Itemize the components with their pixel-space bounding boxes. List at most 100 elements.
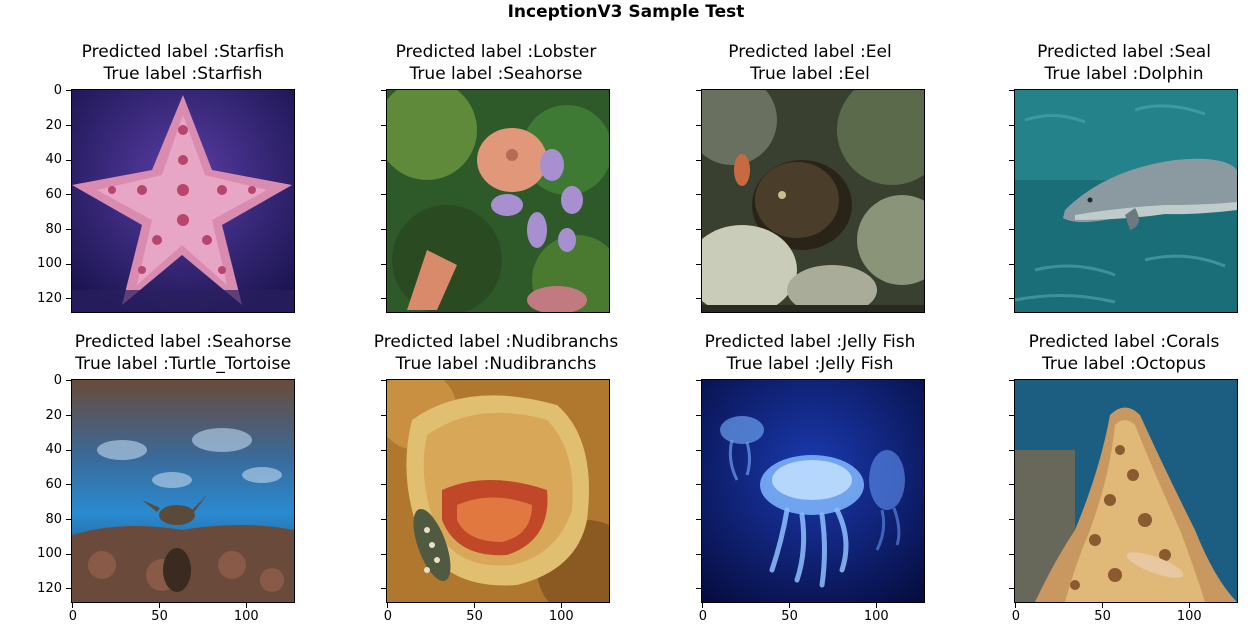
panel-8-ytick (1009, 588, 1014, 590)
panel-7-xtick (789, 603, 791, 608)
panel-8-xtick-label: 100 (1176, 609, 1202, 624)
panel-6-image (386, 379, 610, 603)
panel-7-xtick-label: 50 (781, 609, 798, 624)
panel-1-ytick-label: 120 (37, 290, 62, 306)
jellyfish-photo (702, 380, 924, 602)
panel-6-ytick (381, 449, 386, 451)
panel-2-title: Predicted label :Lobster True label :Sea… (336, 41, 656, 85)
panel-1-ytick-label: 80 (45, 221, 62, 237)
panel-3-predicted: Predicted label :Eel (728, 42, 892, 62)
panel-3-ytick (696, 229, 701, 231)
panel-1-ytick-label: 60 (45, 186, 62, 202)
panel-8-title: Predicted label :Corals True label :Octo… (964, 331, 1252, 375)
panel-6-xtick (387, 603, 389, 608)
panel-5-true: True label :Turtle_Tortoise (75, 354, 291, 374)
nudibranch-photo (387, 380, 609, 602)
panel-2-ytick (381, 159, 386, 161)
panel-2-ytick (381, 194, 386, 196)
panel-5-ytick (66, 519, 71, 521)
panel-4-image (1014, 89, 1238, 313)
panel-5-ytick (66, 484, 71, 486)
panel-5-ytick (66, 449, 71, 451)
panel-6-predicted: Predicted label :Nudibranchs (373, 332, 619, 352)
panel-3-ytick (696, 263, 701, 265)
panel-4-ytick (1009, 125, 1014, 127)
panel-8-xtick-label: 50 (1094, 609, 1111, 624)
panel-5-xtick-label: 0 (68, 609, 77, 624)
panel-3-title: Predicted label :Eel True label :Eel (650, 41, 970, 85)
panel-3-ytick (696, 159, 701, 161)
panel-8-xtick (1015, 603, 1017, 608)
panel-5-ytick (66, 380, 71, 382)
panel-4-ytick (1009, 90, 1014, 92)
panel-6-ytick (381, 519, 386, 521)
panel-5-ytick (66, 588, 71, 590)
panel-8-ytick (1009, 415, 1014, 417)
dolphin-photo (1015, 90, 1237, 312)
panel-7-ytick (696, 519, 701, 521)
panel-6-ytick (381, 553, 386, 555)
panel-7-ytick (696, 484, 701, 486)
panel-1-predicted: Predicted label :Starfish (81, 42, 285, 62)
panel-4-ytick (1009, 159, 1014, 161)
panel-1-ytick (66, 298, 71, 300)
panel-2-ytick (381, 125, 386, 127)
panel-5-ytick (66, 415, 71, 417)
panel-6-xtick-label: 0 (383, 609, 392, 624)
panel-5-ytick-label: 100 (37, 546, 62, 562)
panel-6-xtick-label: 50 (466, 609, 483, 624)
panel-1-ytick (66, 263, 71, 265)
underwater-turtle-photo (72, 380, 294, 602)
panel-5-xtick-label: 50 (151, 609, 168, 624)
panel-4-predicted: Predicted label :Seal (1037, 42, 1211, 62)
panel-2-true: True label :Seahorse (409, 64, 583, 84)
panel-8-ytick (1009, 449, 1014, 451)
panel-8-xtick (1188, 603, 1190, 608)
panel-7-predicted: Predicted label :Jelly Fish (704, 332, 916, 352)
panel-5-image (71, 379, 295, 603)
panel-5-ytick-label: 20 (45, 407, 62, 423)
octopus-photo (1015, 380, 1237, 602)
panel-5-ytick-label: 120 (37, 580, 62, 596)
panel-7-ytick (696, 588, 701, 590)
panel-6-title: Predicted label :Nudibranchs True label … (336, 331, 656, 375)
panel-1-ytick (66, 159, 71, 161)
panel-5-ytick (66, 553, 71, 555)
panel-1-title: Predicted label :Starfish True label :St… (23, 41, 343, 85)
panel-4-ytick (1009, 194, 1014, 196)
panel-5-predicted: Predicted label :Seahorse (74, 332, 292, 352)
panel-6-ytick (381, 380, 386, 382)
panel-2-ytick (381, 298, 386, 300)
panel-5-xtick (72, 603, 74, 608)
panel-2-ytick (381, 90, 386, 92)
panel-1-ytick-label: 0 (53, 82, 62, 98)
panel-5-ytick-label: 0 (53, 372, 62, 388)
panel-5-ytick-label: 40 (45, 442, 62, 458)
panel-8-xtick-label: 0 (1011, 609, 1020, 624)
panel-3-true: True label :Eel (750, 64, 870, 84)
panel-7-image (701, 379, 925, 603)
panel-4-title: Predicted label :Seal True label :Dolphi… (964, 41, 1252, 85)
panel-6-xtick (560, 603, 562, 608)
panel-8-ytick (1009, 484, 1014, 486)
panel-4-ytick (1009, 263, 1014, 265)
panel-7-xtick-label: 0 (698, 609, 707, 624)
panel-1-ytick (66, 229, 71, 231)
panel-4-ytick (1009, 229, 1014, 231)
panel-3-ytick (696, 298, 701, 300)
panel-1-true: True label :Starfish (103, 64, 263, 84)
panel-1-ytick-label: 20 (45, 117, 62, 133)
panel-7-xtick (702, 603, 704, 608)
panel-1-image (71, 89, 295, 313)
panel-3-ytick (696, 90, 701, 92)
moray-eel-photo (702, 90, 924, 312)
starfish-photo (72, 90, 294, 312)
panel-1-ytick-label: 100 (37, 256, 62, 272)
panel-6-ytick (381, 484, 386, 486)
panel-1-ytick-label: 40 (45, 152, 62, 168)
panel-6-ytick (381, 588, 386, 590)
panel-8-ytick (1009, 380, 1014, 382)
panel-3-image (701, 89, 925, 313)
panel-4-true: True label :Dolphin (1044, 64, 1204, 84)
panel-2-predicted: Predicted label :Lobster (395, 42, 597, 62)
